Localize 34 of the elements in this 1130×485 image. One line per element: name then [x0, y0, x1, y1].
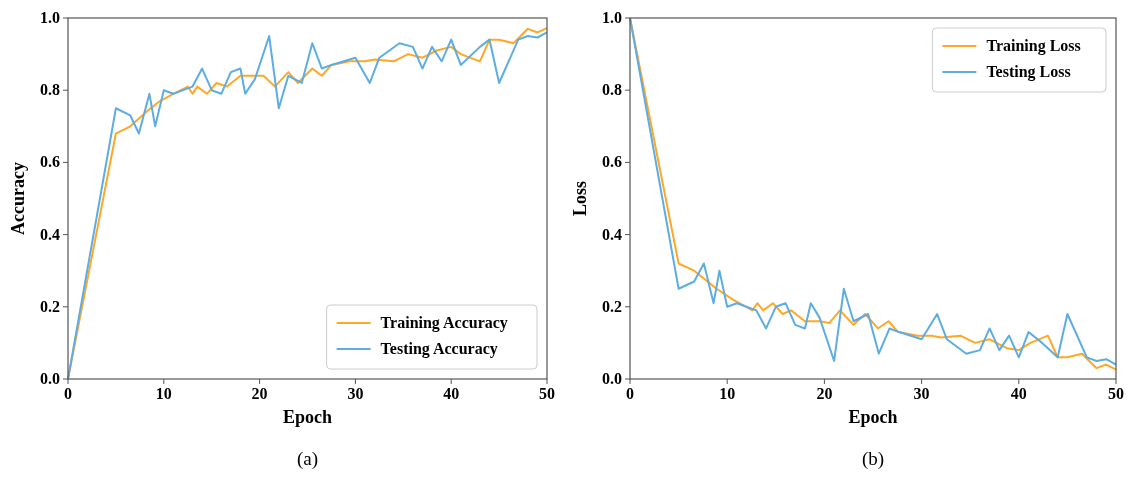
y-axis-title: Accuracy [8, 162, 28, 235]
x-tick-label: 30 [913, 385, 930, 402]
x-axis-title: Epoch [848, 407, 898, 427]
y-tick-label: 0.2 [40, 297, 60, 315]
x-axis-title: Epoch [282, 407, 333, 427]
x-tick-label: 20 [251, 385, 268, 402]
y-tick-label: 0.0 [40, 370, 60, 387]
x-tick-label: 50 [1108, 385, 1124, 402]
y-tick-label: 0.6 [40, 153, 60, 171]
legend-label: Training Accuracy [380, 314, 508, 332]
text: (b) [861, 448, 885, 470]
x-tick-label: 10 [155, 385, 172, 402]
y-tick-label: 0.6 [602, 153, 622, 171]
y-tick-label: 0.2 [602, 297, 622, 315]
legend-label: Testing Accuracy [380, 340, 498, 358]
x-tick-label: 40 [1010, 385, 1027, 402]
x-tick-label: 40 [443, 385, 460, 402]
x-tick-label: 30 [347, 385, 364, 402]
y-tick-label: 0.8 [40, 81, 60, 99]
legend-label: Testing Loss [986, 63, 1071, 81]
y-tick-label: 1.0 [602, 9, 622, 26]
legend-label: Training Loss [986, 37, 1081, 55]
text: (a) [296, 448, 319, 470]
x-tick-label: 0 [626, 385, 634, 402]
x-tick-label: 0 [64, 385, 72, 402]
y-tick-label: 0.0 [602, 370, 622, 387]
y-tick-label: 0.4 [602, 225, 622, 243]
x-tick-label: 10 [719, 385, 736, 402]
x-tick-label: 50 [539, 385, 555, 402]
y-tick-label: 0.4 [40, 225, 60, 243]
y-tick-label: 0.8 [602, 81, 622, 99]
x-tick-label: 20 [816, 385, 833, 402]
y-axis-title: Loss [570, 180, 590, 217]
y-tick-label: 1.0 [40, 9, 60, 26]
